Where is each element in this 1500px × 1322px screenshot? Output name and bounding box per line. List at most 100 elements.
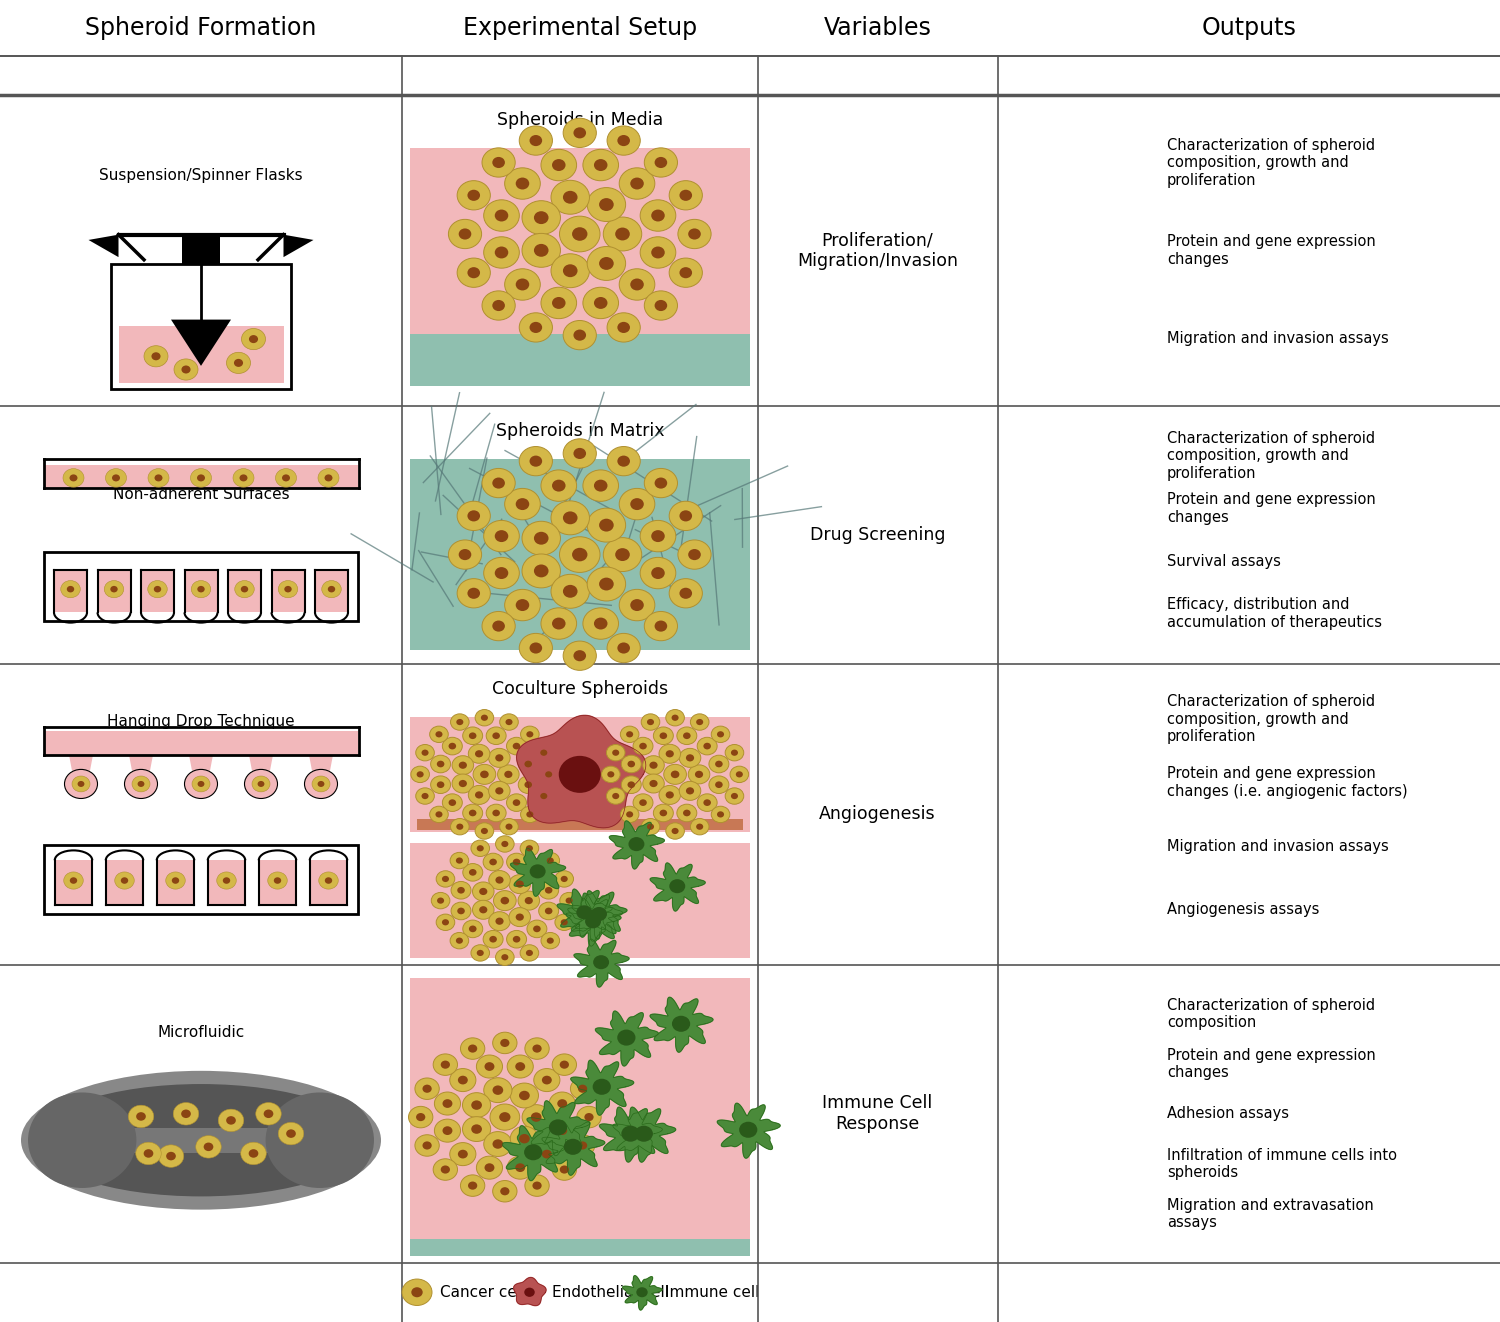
Circle shape	[646, 719, 654, 726]
Circle shape	[572, 227, 588, 241]
Circle shape	[672, 828, 678, 834]
Circle shape	[633, 738, 652, 755]
Circle shape	[249, 334, 258, 344]
Circle shape	[216, 873, 237, 890]
Circle shape	[69, 475, 78, 481]
Circle shape	[456, 937, 464, 944]
Bar	[309, 861, 347, 906]
Circle shape	[490, 1104, 519, 1130]
Circle shape	[116, 873, 135, 890]
Circle shape	[552, 297, 566, 309]
Polygon shape	[69, 755, 93, 771]
Circle shape	[686, 755, 694, 761]
Circle shape	[484, 1163, 495, 1173]
Circle shape	[542, 853, 560, 869]
Circle shape	[435, 1092, 460, 1114]
Circle shape	[492, 157, 506, 168]
Circle shape	[716, 781, 723, 788]
Circle shape	[558, 1126, 567, 1136]
Circle shape	[710, 755, 729, 773]
Circle shape	[672, 715, 678, 720]
Circle shape	[416, 1077, 440, 1100]
Circle shape	[416, 744, 435, 761]
Circle shape	[166, 1151, 176, 1161]
Circle shape	[498, 765, 519, 784]
Circle shape	[669, 181, 702, 210]
Circle shape	[226, 352, 251, 373]
Circle shape	[562, 190, 578, 204]
Text: Migration and invasion assays: Migration and invasion assays	[1167, 330, 1389, 346]
Circle shape	[555, 871, 573, 887]
Circle shape	[716, 760, 723, 767]
Circle shape	[717, 731, 724, 738]
Bar	[410, 978, 750, 1256]
Circle shape	[482, 828, 488, 834]
Ellipse shape	[28, 1092, 136, 1188]
Circle shape	[442, 1126, 453, 1136]
Circle shape	[526, 845, 532, 851]
Circle shape	[650, 780, 657, 787]
Circle shape	[620, 268, 656, 300]
Circle shape	[627, 760, 634, 767]
Circle shape	[500, 714, 519, 730]
Circle shape	[682, 809, 690, 816]
Circle shape	[618, 642, 630, 653]
Circle shape	[730, 750, 738, 756]
Circle shape	[680, 190, 692, 201]
Circle shape	[586, 188, 626, 222]
Bar	[417, 818, 742, 830]
Circle shape	[663, 764, 687, 784]
Circle shape	[576, 906, 592, 919]
Circle shape	[196, 475, 206, 481]
Circle shape	[242, 328, 266, 349]
Circle shape	[458, 887, 465, 894]
Bar	[228, 570, 261, 612]
Circle shape	[573, 127, 586, 139]
Circle shape	[591, 907, 608, 921]
Circle shape	[500, 1039, 510, 1047]
Circle shape	[478, 888, 488, 895]
Circle shape	[526, 920, 548, 937]
Circle shape	[717, 812, 724, 817]
Circle shape	[450, 932, 468, 949]
Circle shape	[477, 949, 484, 956]
Circle shape	[534, 531, 549, 545]
Circle shape	[544, 887, 552, 894]
Text: Infiltration of immune cells into
spheroids: Infiltration of immune cells into sphero…	[1167, 1147, 1396, 1181]
Polygon shape	[249, 755, 273, 771]
Circle shape	[650, 761, 657, 769]
Circle shape	[524, 1145, 543, 1161]
Circle shape	[470, 925, 477, 932]
Circle shape	[509, 875, 531, 894]
Circle shape	[542, 608, 576, 640]
Circle shape	[483, 558, 519, 588]
Bar	[118, 327, 284, 383]
Bar	[44, 465, 358, 489]
Polygon shape	[622, 1276, 662, 1310]
Circle shape	[198, 586, 204, 592]
Circle shape	[482, 715, 488, 720]
Circle shape	[472, 900, 494, 919]
Circle shape	[504, 771, 513, 777]
Circle shape	[639, 743, 646, 750]
Circle shape	[666, 822, 684, 839]
Circle shape	[558, 756, 600, 793]
Circle shape	[724, 744, 744, 761]
Circle shape	[422, 793, 429, 798]
Circle shape	[519, 633, 552, 662]
Circle shape	[450, 714, 470, 730]
Polygon shape	[614, 1108, 675, 1162]
Circle shape	[522, 201, 561, 234]
Circle shape	[489, 748, 510, 767]
Circle shape	[458, 579, 490, 608]
Circle shape	[606, 788, 625, 804]
Circle shape	[645, 148, 678, 177]
Polygon shape	[609, 821, 664, 869]
Circle shape	[135, 1142, 162, 1165]
Circle shape	[572, 547, 588, 562]
Circle shape	[516, 498, 530, 510]
Circle shape	[562, 320, 597, 350]
Circle shape	[282, 475, 290, 481]
Circle shape	[458, 501, 490, 530]
Circle shape	[489, 781, 510, 800]
